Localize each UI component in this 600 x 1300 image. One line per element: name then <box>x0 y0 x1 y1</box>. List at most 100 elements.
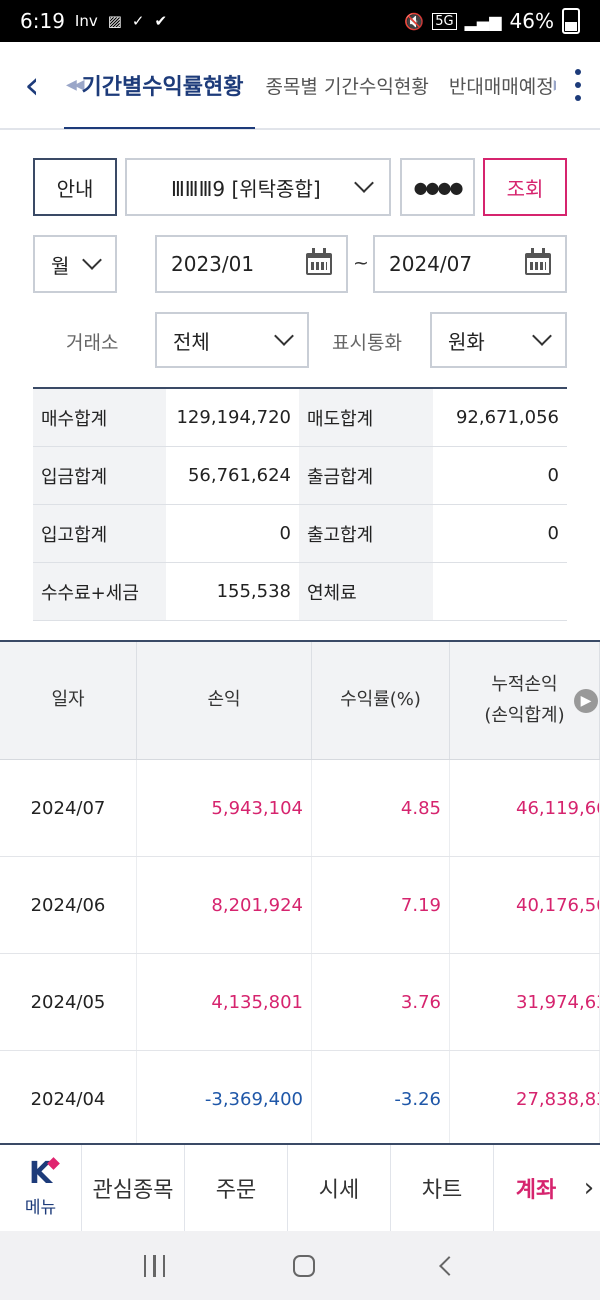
password-mask: ●●●● <box>413 177 464 197</box>
dot-icon <box>575 82 581 88</box>
row-pnl: -3,369,400 <box>137 1051 312 1143</box>
currency-label: 표시통화 <box>332 332 402 354</box>
nav-menu-button[interactable]: K 메뉴 <box>0 1145 82 1231</box>
exchange-value: 전체 <box>173 329 210 354</box>
summary-row: 매수합계 129,194,720 매도합계 92,671,056 <box>33 389 567 447</box>
summary-label: 입금합계 <box>33 447 166 504</box>
v-icon: ✓ <box>131 12 145 30</box>
chevron-right-icon[interactable]: › <box>583 1173 595 1203</box>
summary-value: 92,671,056 <box>455 407 559 428</box>
summary-value: 129,194,720 <box>176 407 291 428</box>
returns-table[interactable]: 일자 손익 수익률(%) 누적손익 (손익합계) ▶ 2024/07 5,943… <box>0 640 600 1143</box>
battery-icon <box>562 8 580 34</box>
nav-watchlist[interactable]: 관심종목 <box>82 1145 185 1231</box>
summary-label: 매도합계 <box>299 389 433 446</box>
dot-icon <box>575 95 581 101</box>
account-value: ⅢⅢⅢ9 [위탁종합] <box>171 176 321 201</box>
recent-apps-icon[interactable] <box>143 1254 166 1277</box>
search-button[interactable]: 조회 <box>483 158 567 216</box>
currency-value: 원화 <box>448 329 485 354</box>
summary-label: 매수합계 <box>33 389 166 446</box>
back-button[interactable]: ‹ <box>0 41 64 129</box>
status-time: 6:19 <box>20 9 65 33</box>
row-rate: 3.76 <box>312 954 450 1050</box>
start-date-field[interactable]: 2023/01 <box>155 235 348 293</box>
header-cumulative-line2: (손익합계) <box>484 704 565 726</box>
chevron-left-icon: ‹ <box>24 63 40 107</box>
tab-label: 반대매매예정 <box>448 75 554 98</box>
summary-table: 매수합계 129,194,720 매도합계 92,671,056 입금합계 56… <box>33 387 567 621</box>
table-row[interactable]: 2024/04 -3,369,400 -3.26 27,838,83 <box>0 1051 600 1143</box>
nav-menu-label: 메뉴 <box>24 1197 57 1218</box>
summary-value <box>433 563 567 620</box>
summary-label: 출금합계 <box>299 447 433 504</box>
row-cumulative: 31,974,63 <box>450 954 600 1050</box>
calendar-icon[interactable] <box>525 248 551 275</box>
table-row[interactable]: 2024/05 4,135,801 3.76 31,974,63 <box>0 954 600 1051</box>
period-unit-value: 월 <box>51 253 70 278</box>
currency-select[interactable]: 원화 <box>430 312 567 368</box>
nav-chart[interactable]: 차트 <box>391 1145 494 1231</box>
summary-label: 입고합계 <box>33 505 166 562</box>
calendar-icon[interactable] <box>306 248 332 275</box>
summary-value: 0 <box>547 465 559 486</box>
tab-label: 종목별 기간수익현황 <box>265 75 429 98</box>
summary-value: 0 <box>279 523 291 544</box>
row-rate: 7.19 <box>312 857 450 953</box>
nav-order[interactable]: 주문 <box>185 1145 288 1231</box>
tab-label: 기간별수익률현황 <box>81 75 244 100</box>
dot-icon <box>575 69 581 75</box>
summary-label: 수수료+세금 <box>33 563 166 620</box>
home-icon[interactable] <box>292 1254 315 1277</box>
account-select[interactable]: ⅢⅢⅢ9 [위탁종합] <box>125 158 391 216</box>
header-pnl: 손익 <box>137 642 312 759</box>
k-logo-icon: K <box>28 1155 53 1191</box>
double-chevron-right-icon: ▶▶ <box>554 77 556 93</box>
header-cumulative-line1: 누적손익 <box>491 673 558 695</box>
row-date: 2024/06 <box>0 857 137 953</box>
tab-stock-period-return[interactable]: 종목별 기간수익현황 <box>255 41 438 129</box>
summary-value: 0 <box>547 523 559 544</box>
row-cumulative: 40,176,56 <box>450 857 600 953</box>
nav-quotes[interactable]: 시세 <box>288 1145 391 1231</box>
table-header: 일자 손익 수익률(%) 누적손익 (손익합계) <box>0 642 600 760</box>
table-row[interactable]: 2024/06 8,201,924 7.19 40,176,56 <box>0 857 600 954</box>
summary-row: 입고합계 0 출고합계 0 <box>33 505 567 563</box>
chevron-down-icon <box>274 326 294 346</box>
summary-label: 연체료 <box>299 563 433 620</box>
exchange-select[interactable]: 전체 <box>155 312 309 368</box>
exchange-label: 거래소 <box>66 332 119 354</box>
tab-forced-sale[interactable]: 반대매매예정 ▶▶ <box>439 41 556 129</box>
chevron-down-icon <box>354 173 374 193</box>
chevron-down-icon <box>82 250 102 270</box>
tab-bar: ◀◀ 기간별수익률현황 종목별 기간수익현황 반대매매예정 ▶▶ <box>64 41 556 129</box>
row-pnl: 8,201,924 <box>137 857 312 953</box>
summary-value: 155,538 <box>216 581 291 602</box>
back-icon[interactable] <box>439 1255 460 1276</box>
top-tab-header: ‹ ◀◀ 기간별수익률현황 종목별 기간수익현황 반대매매예정 ▶▶ <box>0 42 600 130</box>
more-menu-button[interactable] <box>556 41 600 129</box>
row-rate: -3.26 <box>312 1051 450 1143</box>
period-unit-select[interactable]: 월 <box>33 235 117 293</box>
check-icon: ✔ <box>154 12 168 30</box>
status-bar: 6:19 Inv ▨ ✓ ✔ 🔇 5G ▂▄▆ 46% <box>0 0 600 42</box>
date-separator: ~ <box>353 252 369 274</box>
end-date-field[interactable]: 2024/07 <box>373 235 567 293</box>
bottom-nav: K 메뉴 관심종목 주문 시세 차트 계좌 › <box>0 1143 600 1231</box>
scroll-right-icon[interactable]: ▶ <box>574 689 598 713</box>
header-date: 일자 <box>0 642 137 759</box>
summary-label: 출고합계 <box>299 505 433 562</box>
chevron-down-icon <box>532 326 552 346</box>
nav-account[interactable]: 계좌 <box>515 1178 557 1203</box>
guide-button[interactable]: 안내 <box>33 158 117 216</box>
row-rate: 4.85 <box>312 760 450 856</box>
tab-period-return[interactable]: ◀◀ 기간별수익률현황 <box>64 41 256 129</box>
row-date: 2024/07 <box>0 760 137 856</box>
password-field[interactable]: ●●●● <box>400 158 475 216</box>
row-date: 2024/05 <box>0 954 137 1050</box>
table-row[interactable]: 2024/07 5,943,104 4.85 46,119,66 <box>0 760 600 857</box>
inv-icon: Inv <box>74 12 98 30</box>
mute-icon: 🔇 <box>404 11 425 31</box>
row-pnl: 5,943,104 <box>137 760 312 856</box>
summary-row: 입금합계 56,761,624 출금합계 0 <box>33 447 567 505</box>
